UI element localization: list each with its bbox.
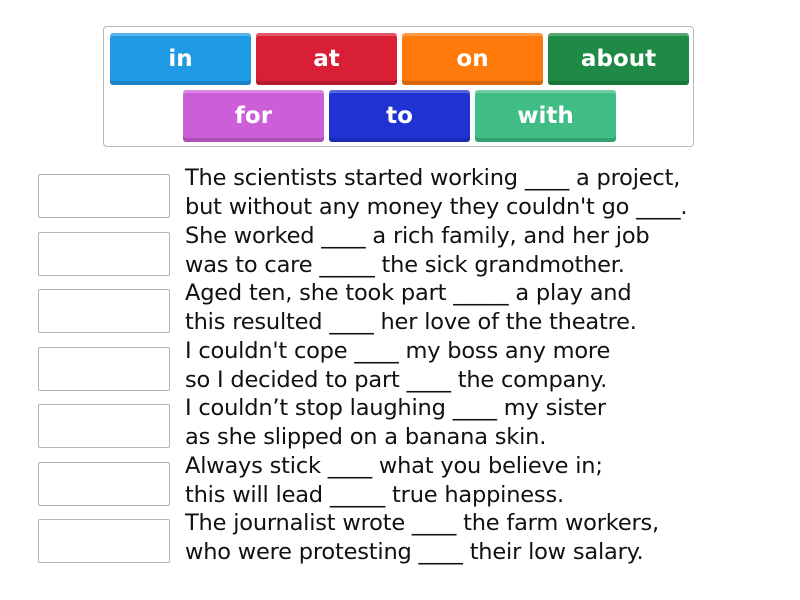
sentence-line1: Aged ten, she took part _____ a play and (185, 280, 632, 306)
answer-drop-slot[interactable] (38, 174, 170, 218)
sentence-text: The scientists started working ____ a pr… (185, 164, 688, 222)
sentence-line1: I couldn't cope ____ my boss any more (185, 337, 611, 364)
sentence-text: Aged ten, she took part _____ a play and… (185, 279, 637, 337)
sentence-line1: The scientists started working ____ a pr… (185, 165, 681, 191)
sentence-line2: this resulted ____ her love of the theat… (185, 309, 637, 335)
answer-drop-slot[interactable] (38, 519, 170, 563)
sentence-line2: but without any money they couldn't go _… (185, 194, 688, 220)
answer-drop-slot[interactable] (38, 346, 170, 391)
sentence-line2: so I decided to part ____ the company. (185, 366, 608, 393)
sentence-text: I couldn’t stop laughing ____ my sister a… (185, 394, 606, 452)
word-tile-at[interactable]: at (256, 33, 397, 85)
word-tile-on[interactable]: on (402, 33, 543, 85)
sentence-line2: was to care _____ the sick grandmother. (185, 251, 625, 278)
sentence-line1: Always stick ____ what you believe in; (185, 452, 603, 479)
answer-drop-slot[interactable] (38, 231, 170, 276)
sentence-text: The journalist wrote ____ the farm worke… (185, 509, 659, 567)
sentence-line2: this will lead _____ true happiness. (185, 481, 564, 508)
sentence-line1: The journalist wrote ____ the farm worke… (185, 510, 659, 536)
word-bank (103, 26, 694, 147)
answer-drop-slot[interactable] (38, 404, 170, 448)
word-tile-in[interactable]: in (110, 33, 251, 85)
sentence-line2: who were protesting ____ their low salar… (185, 539, 644, 565)
sentence-text: I couldn't cope ____ my boss any more so … (185, 337, 610, 395)
sentence-text: She worked ____ a rich family, and her j… (185, 222, 650, 280)
sentence-line1: She worked ____ a rich family, and her j… (185, 222, 650, 249)
answer-drop-slot[interactable] (38, 461, 170, 506)
sentence-text: Always stick ____ what you believe in; th… (185, 452, 603, 510)
word-tile-about[interactable]: about (548, 33, 689, 85)
word-tile-with[interactable]: with (475, 90, 616, 142)
word-tile-for[interactable]: for (183, 90, 324, 142)
word-tile-to[interactable]: to (329, 90, 470, 142)
sentence-line2: as she slipped on a banana skin. (185, 424, 547, 450)
answer-drop-slot[interactable] (38, 289, 170, 333)
sentence-line1: I couldn’t stop laughing ____ my sister (185, 395, 606, 421)
